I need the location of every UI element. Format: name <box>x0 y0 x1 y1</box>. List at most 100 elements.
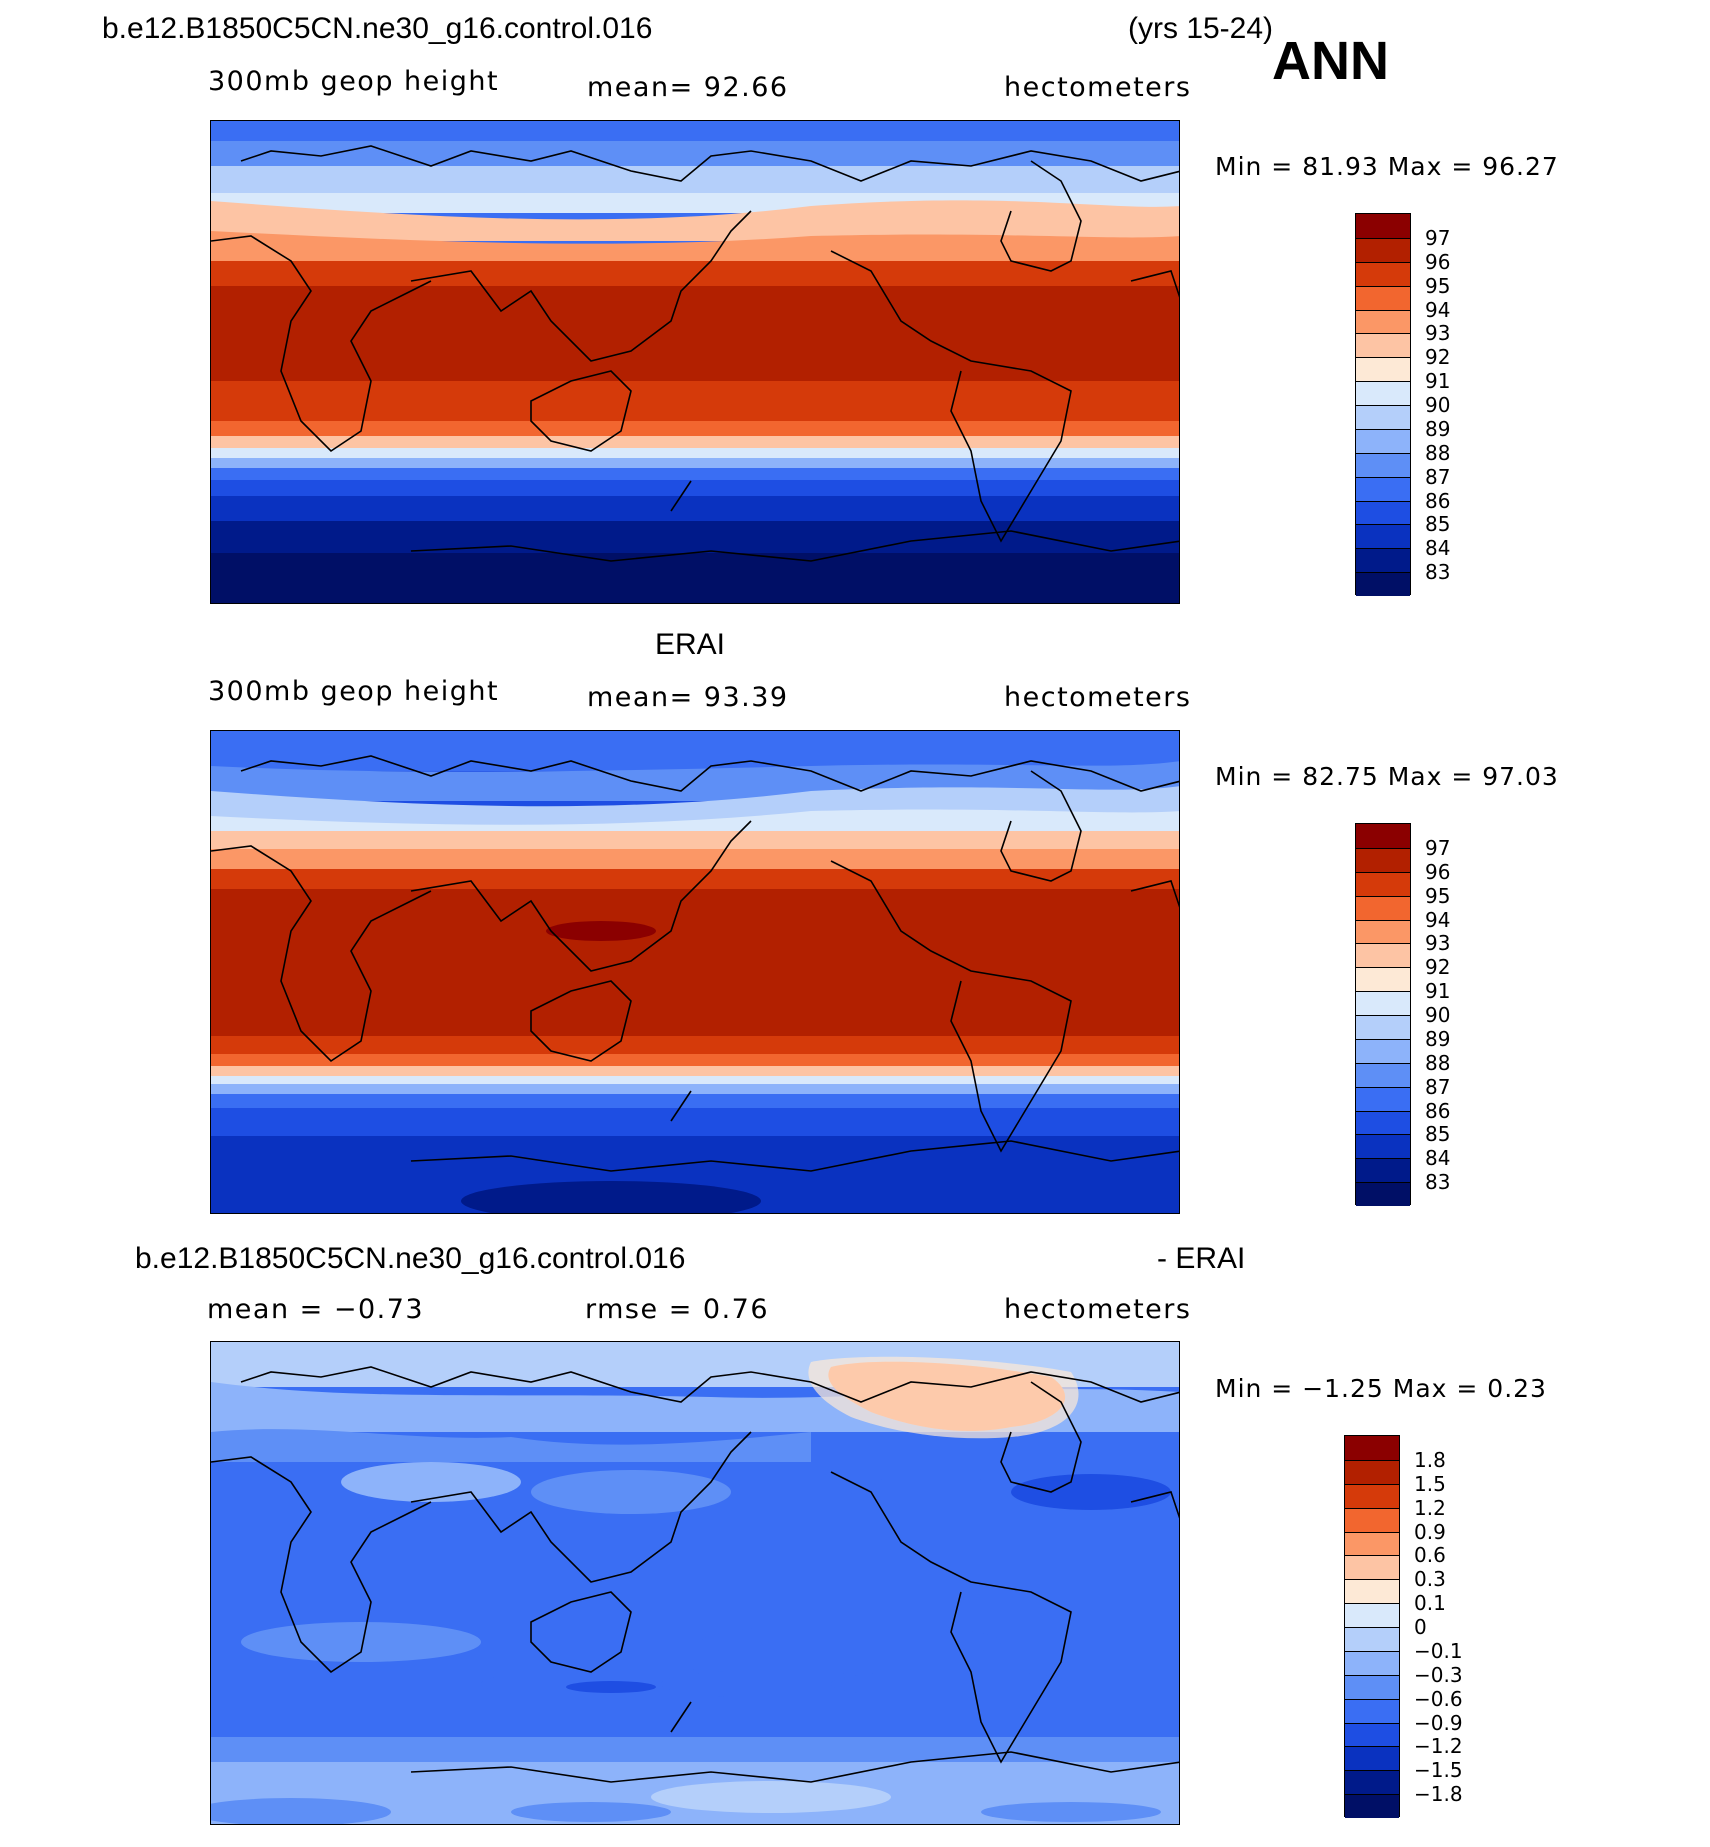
panel2-mean: mean= 93.39 <box>587 682 789 713</box>
colorbar-swatch <box>1345 1722 1399 1747</box>
colorbar-swatch <box>1356 476 1410 501</box>
colorbar-swatch <box>1356 1158 1410 1183</box>
colorbar-label: −1.8 <box>1414 1782 1463 1807</box>
colorbar-swatch <box>1345 1603 1399 1627</box>
colorbar-label: 1.2 <box>1414 1495 1446 1520</box>
colorbar-swatch <box>1356 500 1410 525</box>
colorbar-label: 97 <box>1425 225 1451 250</box>
colorbar-swatch <box>1345 1746 1399 1771</box>
colorbar-label: 0.1 <box>1414 1591 1446 1616</box>
colorbar-label: 87 <box>1425 464 1451 489</box>
colorbar-swatch <box>1345 1459 1399 1484</box>
colorbar-swatch <box>1356 824 1410 848</box>
colorbar-swatch <box>1356 357 1410 382</box>
colorbar-swatch <box>1345 1674 1399 1699</box>
panel2-map-svg <box>211 731 1179 1213</box>
colorbar-label: 0.6 <box>1414 1543 1446 1568</box>
colorbar-label: 89 <box>1425 1026 1451 1051</box>
colorbar-label: 92 <box>1425 955 1451 980</box>
colorbar-swatch <box>1356 943 1410 968</box>
colorbar-label: 93 <box>1425 321 1451 346</box>
colorbar-label: −1.5 <box>1414 1758 1463 1783</box>
colorbar-swatch <box>1356 1038 1410 1063</box>
colorbar-swatch <box>1345 1483 1399 1508</box>
colorbar-swatch <box>1356 524 1410 549</box>
colorbar-swatch <box>1356 1086 1410 1111</box>
colorbar-label: 86 <box>1425 488 1451 513</box>
colorbar-swatch <box>1345 1507 1399 1532</box>
panel3-minmax: Min = −1.25 Max = 0.23 <box>1215 1374 1547 1403</box>
colorbar-label: −0.6 <box>1414 1686 1463 1711</box>
colorbar-label: 0 <box>1414 1615 1427 1639</box>
case-title: b.e12.B1850C5CN.ne30_g16.control.016 <box>102 12 653 45</box>
panel2-map <box>210 730 1180 1214</box>
colorbar-label: −0.3 <box>1414 1662 1463 1687</box>
panel1-variable: 300mb geop height <box>208 66 500 97</box>
colorbar-label: 95 <box>1425 273 1451 298</box>
colorbar-label: 84 <box>1425 536 1451 561</box>
panel1-map <box>210 120 1180 604</box>
colorbar-swatch <box>1345 1555 1399 1580</box>
panel2-coastlines <box>211 755 1179 1172</box>
colorbar-label: 90 <box>1425 393 1451 417</box>
season-label: ANN <box>1272 31 1389 91</box>
panel3-coastlines <box>211 1366 1179 1783</box>
colorbar-swatch <box>1356 895 1410 920</box>
colorbar-swatch <box>1345 1794 1399 1818</box>
colorbar-label: 83 <box>1425 560 1451 585</box>
colorbar-swatch <box>1356 1015 1410 1039</box>
colorbar-swatch <box>1356 1134 1410 1159</box>
panel1-mean: mean= 92.66 <box>587 72 789 103</box>
colorbar-swatch <box>1345 1436 1399 1460</box>
colorbar-label: 95 <box>1425 883 1451 908</box>
colorbar-label: 84 <box>1425 1146 1451 1171</box>
colorbar-label: 86 <box>1425 1098 1451 1123</box>
colorbar-swatch <box>1356 991 1410 1015</box>
colorbar-swatch <box>1356 428 1410 453</box>
colorbar-label: 96 <box>1425 249 1451 274</box>
panel1-minmax: Min = 81.93 Max = 96.27 <box>1215 152 1559 181</box>
panel2-units: hectometers <box>1004 682 1192 713</box>
colorbar-swatch <box>1356 405 1410 429</box>
colorbar-label: 1.8 <box>1414 1447 1446 1472</box>
colorbar-swatch <box>1356 1062 1410 1087</box>
colorbar-label: 96 <box>1425 859 1451 884</box>
panel2-colorbar-boxes <box>1355 823 1411 1206</box>
colorbar-swatch <box>1356 237 1410 262</box>
colorbar-swatch <box>1356 967 1410 992</box>
panel1-colorbar-boxes <box>1355 213 1411 596</box>
colorbar-swatch <box>1356 919 1410 944</box>
panel3-title-left: b.e12.B1850C5CN.ne30_g16.control.016 <box>135 1242 686 1275</box>
panel1-map-svg <box>211 121 1179 603</box>
colorbar-label: 97 <box>1425 835 1451 860</box>
colorbar-label: 94 <box>1425 907 1451 932</box>
colorbar-swatch <box>1345 1650 1399 1675</box>
colorbar-swatch <box>1356 1110 1410 1135</box>
colorbar-label: 90 <box>1425 1003 1451 1027</box>
colorbar-label: 93 <box>1425 931 1451 956</box>
colorbar-swatch <box>1356 1182 1410 1206</box>
colorbar-swatch <box>1356 333 1410 358</box>
colorbar-label: 91 <box>1425 979 1451 1004</box>
colorbar-swatch <box>1356 871 1410 896</box>
colorbar-swatch <box>1356 261 1410 286</box>
colorbar-swatch <box>1345 1531 1399 1556</box>
colorbar-label: −0.9 <box>1414 1710 1463 1735</box>
panel2-minmax: Min = 82.75 Max = 97.03 <box>1215 762 1559 791</box>
colorbar-label: −0.1 <box>1414 1638 1463 1663</box>
colorbar-label: 88 <box>1425 440 1451 465</box>
colorbar-label: 83 <box>1425 1170 1451 1195</box>
colorbar-label: 88 <box>1425 1050 1451 1075</box>
colorbar-swatch <box>1345 1698 1399 1723</box>
panel2-variable: 300mb geop height <box>208 676 500 707</box>
years-label: (yrs 15-24) <box>1128 12 1274 45</box>
panel3-mean: mean = −0.73 <box>207 1294 425 1325</box>
colorbar-swatch <box>1345 1770 1399 1795</box>
panel1-units: hectometers <box>1004 72 1192 103</box>
colorbar-swatch <box>1356 572 1410 596</box>
panel2-title: ERAI <box>655 628 726 661</box>
colorbar-label: 91 <box>1425 369 1451 394</box>
colorbar-label: 87 <box>1425 1074 1451 1099</box>
colorbar-label: 94 <box>1425 297 1451 322</box>
panel1-coastlines <box>211 145 1179 562</box>
